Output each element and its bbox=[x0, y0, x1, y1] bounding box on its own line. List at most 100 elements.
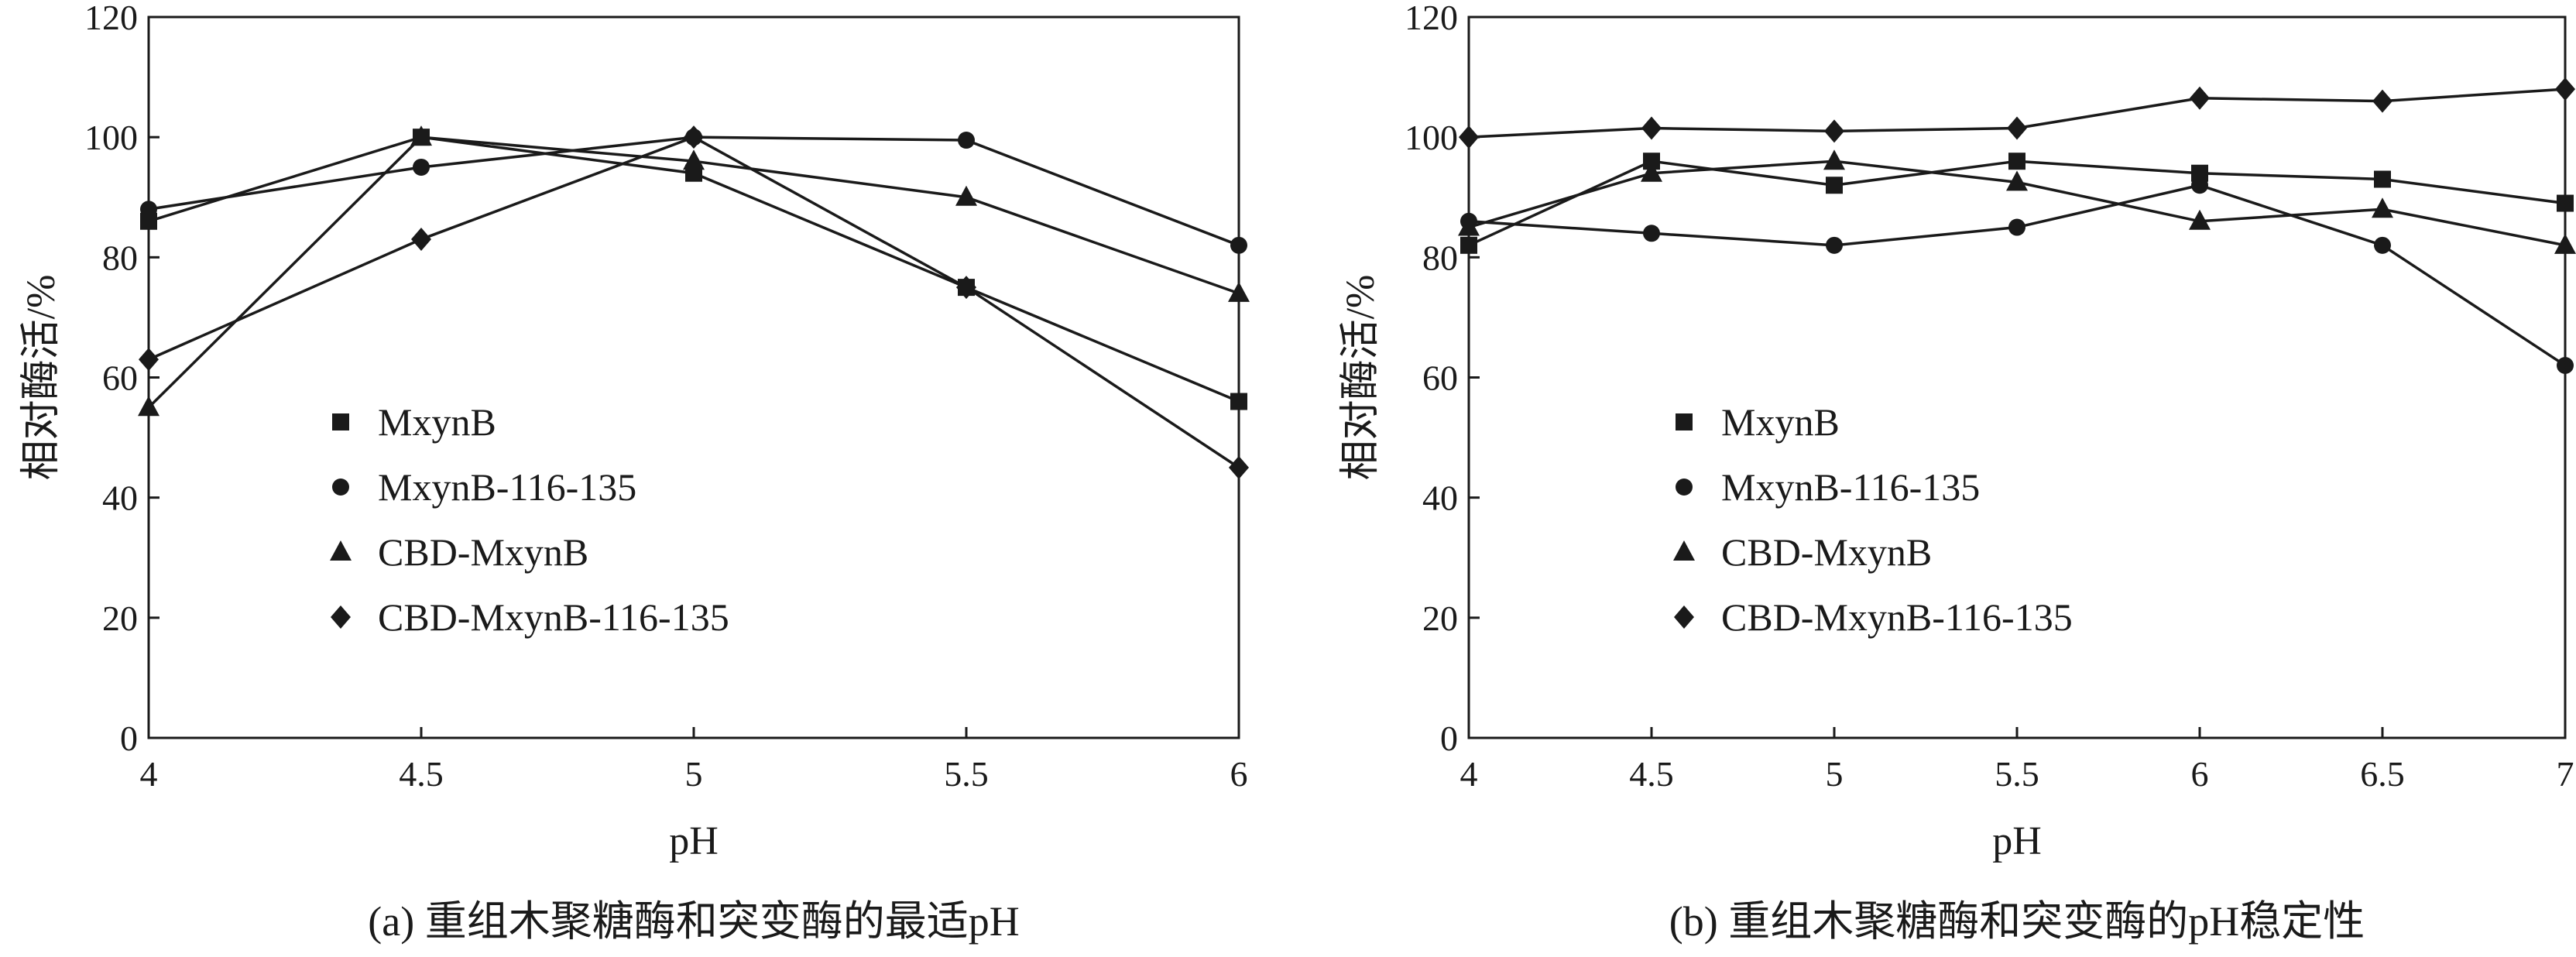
data-point-diamond bbox=[411, 228, 431, 252]
data-point-circle bbox=[2191, 177, 2208, 194]
series-line bbox=[148, 135, 1240, 469]
legend: MxynB MxynB-116-135 CBD-MxynB CBD-MxynB-116… bbox=[330, 400, 729, 639]
x-tick-label: 4 bbox=[140, 754, 158, 794]
legend-label: CBD-MxynB bbox=[378, 530, 588, 574]
x-tick-label: 5 bbox=[1826, 754, 1844, 794]
data-point-triangle bbox=[2189, 209, 2211, 230]
legend: MxynB MxynB-116-135 CBD-MxynB CBD-MxynB-116… bbox=[1673, 400, 2073, 639]
x-tick-label: 4 bbox=[1460, 754, 1478, 794]
data-point-square bbox=[1230, 393, 1247, 410]
x-tick-label: 6 bbox=[2191, 754, 2209, 794]
y-tick-label: 80 bbox=[102, 238, 138, 277]
legend-marker-circle bbox=[1676, 478, 1693, 496]
data-point-square bbox=[1826, 177, 1843, 194]
legend-label: CBD-MxynB bbox=[1721, 530, 1932, 574]
data-point-square bbox=[140, 212, 157, 230]
y-axis-title: 相对酶活/% bbox=[1339, 275, 1383, 481]
x-tick-label: 6.5 bbox=[2360, 754, 2405, 794]
legend-marker-triangle bbox=[330, 540, 352, 561]
x-axis-title: pH bbox=[1992, 819, 2042, 863]
data-point-square bbox=[1460, 236, 1477, 254]
legend-marker-diamond bbox=[1674, 605, 1694, 629]
data-point-diamond bbox=[1824, 119, 1844, 143]
y-tick-label: 100 bbox=[1405, 118, 1458, 157]
y-tick-label: 60 bbox=[1422, 358, 1458, 398]
y-tick-label: 80 bbox=[1422, 238, 1458, 277]
data-point-triangle bbox=[410, 125, 432, 146]
legend-marker-circle bbox=[332, 478, 349, 496]
data-point-circle bbox=[1230, 236, 1247, 254]
data-point-triangle bbox=[1823, 149, 1845, 170]
chart-b: 0 20 40 60 80 100 120 4 4.5 5 5.5 6 6.5 7 pH 相对酶活/% (b) … bbox=[1339, 0, 2576, 945]
data-point-circle bbox=[1826, 236, 1843, 254]
data-point-circle bbox=[2374, 236, 2391, 254]
data-point-circle bbox=[2008, 218, 2025, 236]
x-tick-label: 7 bbox=[2557, 754, 2574, 794]
data-point-diamond bbox=[684, 125, 704, 149]
series-mxynb bbox=[140, 129, 1247, 410]
data-point-square bbox=[2008, 153, 2025, 170]
legend-marker-diamond bbox=[331, 605, 351, 629]
legend-label: CBD-MxynB-116-135 bbox=[1721, 595, 2073, 639]
legend-marker-square bbox=[332, 413, 349, 430]
data-point-triangle bbox=[138, 396, 159, 417]
legend-marker-triangle bbox=[1673, 540, 1695, 561]
y-tick-label: 120 bbox=[1405, 0, 1458, 37]
data-point-square bbox=[1643, 153, 1660, 170]
legend-label: MxynB bbox=[1721, 400, 1840, 444]
data-point-diamond bbox=[2555, 77, 2575, 101]
chart-caption: (a) 重组木聚糖酶和突变酶的最适pH bbox=[368, 898, 1019, 945]
x-tick-label: 6 bbox=[1230, 754, 1248, 794]
data-point-triangle bbox=[2554, 233, 2576, 254]
data-point-diamond bbox=[139, 348, 159, 372]
data-point-circle bbox=[140, 201, 157, 218]
series-mxynb bbox=[1460, 153, 2574, 254]
legend-label: MxynB-116-135 bbox=[378, 465, 636, 509]
x-tick-label: 5.5 bbox=[944, 754, 989, 794]
data-point-diamond bbox=[2007, 116, 2027, 140]
data-point-square bbox=[2557, 194, 2574, 212]
legend-label: CBD-MxynB-116-135 bbox=[378, 595, 729, 639]
data-point-diamond bbox=[1229, 455, 1249, 479]
data-point-diamond bbox=[1459, 125, 1479, 149]
data-point-circle bbox=[958, 132, 975, 149]
chart-caption: (b) 重组木聚糖酶和突变酶的pH稳定性 bbox=[1669, 898, 2365, 945]
y-tick-label: 40 bbox=[102, 478, 138, 518]
x-tick-label: 5 bbox=[685, 754, 703, 794]
y-tick-label: 40 bbox=[1422, 478, 1458, 518]
y-tick-label: 0 bbox=[120, 719, 138, 758]
series-cbd-mxynb-116-135 bbox=[1459, 77, 2575, 149]
data-point-square bbox=[2191, 164, 2208, 182]
data-point-triangle bbox=[1228, 281, 1250, 302]
legend-marker-square bbox=[1676, 413, 1693, 430]
data-point-triangle bbox=[683, 149, 705, 170]
data-point-diamond bbox=[2190, 86, 2210, 110]
x-tick-label: 5.5 bbox=[1995, 754, 2039, 794]
y-tick-label: 60 bbox=[102, 358, 138, 398]
y-tick-label: 20 bbox=[1422, 599, 1458, 638]
data-point-triangle bbox=[955, 185, 977, 206]
data-point-diamond bbox=[2372, 89, 2392, 113]
series-mxynb-116-135 bbox=[1460, 177, 2574, 374]
y-axis-title: 相对酶活/% bbox=[19, 275, 63, 481]
x-tick-label: 4.5 bbox=[1629, 754, 1674, 794]
data-point-diamond bbox=[956, 276, 976, 300]
legend-label: MxynB bbox=[378, 400, 496, 444]
data-point-triangle bbox=[1641, 161, 1662, 182]
data-point-circle bbox=[2557, 356, 2574, 374]
data-point-circle bbox=[413, 158, 430, 176]
series-cbd-mxynb bbox=[1458, 149, 2576, 254]
data-point-triangle bbox=[2006, 170, 2028, 191]
data-point-circle bbox=[1643, 225, 1660, 242]
y-tick-label: 100 bbox=[84, 118, 138, 157]
x-axis-title: pH bbox=[669, 819, 719, 863]
series-cbd-mxynb bbox=[138, 125, 1250, 417]
chart-a: 0 20 40 60 80 100 120 4 4.5 5 5.5 6 pH 相对酶活/% (a) 重组木聚… bbox=[19, 0, 1250, 945]
y-tick-label: 20 bbox=[102, 599, 138, 638]
data-point-triangle bbox=[1458, 215, 1480, 236]
series-cbd-mxynb-116-135 bbox=[139, 125, 1249, 479]
data-point-square bbox=[2374, 170, 2391, 188]
y-tick-label: 0 bbox=[1440, 719, 1458, 758]
data-point-triangle bbox=[2372, 197, 2393, 218]
data-point-diamond bbox=[1641, 116, 1662, 140]
